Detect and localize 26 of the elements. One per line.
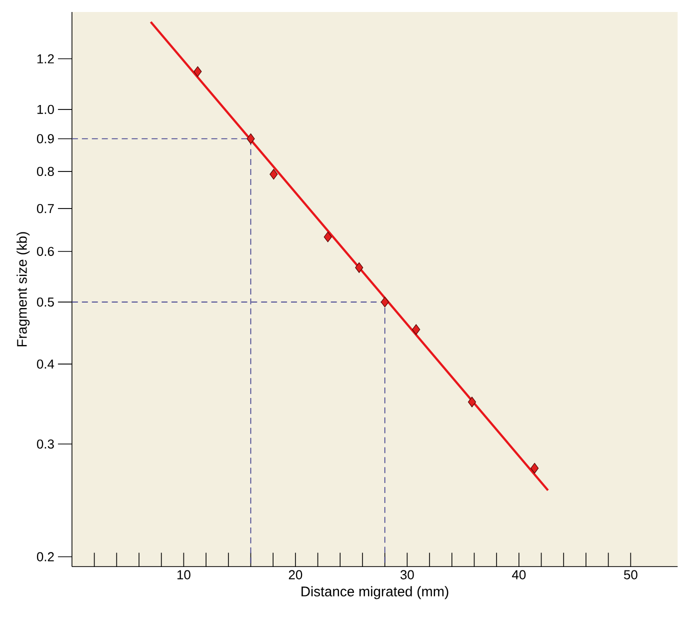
point <box>194 66 202 78</box>
point <box>324 232 332 242</box>
point <box>270 169 278 180</box>
y-tick-label: 0.6 <box>36 247 54 256</box>
x-axis-title: Distance migrated (mm) <box>302 586 448 600</box>
x-tick-label: 20 <box>288 570 302 580</box>
point <box>530 463 539 474</box>
y-tick-label: 0.3 <box>36 440 54 449</box>
y-tick-label: 0.8 <box>36 167 54 176</box>
x-tick-label: 30 <box>400 570 414 580</box>
y-tick-label: 1.0 <box>37 105 54 114</box>
y-axis-title: Fragment size (kb) <box>16 232 30 346</box>
x-tick-label: 10 <box>177 570 190 580</box>
point <box>246 134 255 144</box>
y-tick-label: 0.4 <box>36 360 54 369</box>
y-tick-label: 0.5 <box>36 298 54 307</box>
y-tick-label: 0.9 <box>36 134 54 144</box>
point <box>468 396 476 408</box>
y-tick-label: 0.7 <box>36 204 54 214</box>
y-tick-label: 1.2 <box>37 54 54 64</box>
point <box>355 262 364 274</box>
point <box>412 324 420 335</box>
point <box>380 296 389 308</box>
x-tick-label: 50 <box>624 570 638 580</box>
x-tick-label: 40 <box>512 570 526 580</box>
y-tick-label: 0.2 <box>36 552 54 562</box>
